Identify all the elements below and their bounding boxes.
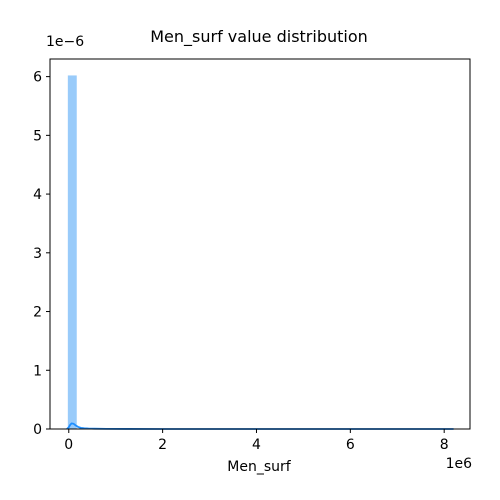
x-tick-label-4: 8	[440, 437, 449, 453]
x-axis-label: Men_surf	[227, 459, 291, 475]
y-tick-label-3: 3	[33, 246, 42, 262]
y-tick-label-2: 2	[33, 305, 42, 321]
y-tick-label-1: 1	[33, 363, 42, 379]
histogram-bar-0	[67, 75, 77, 429]
x-tick-label-3: 6	[346, 437, 355, 453]
x-tick-label-2: 4	[252, 437, 261, 453]
y-tick-label-4: 4	[33, 187, 42, 203]
x-tick-label-1: 2	[158, 437, 167, 453]
axes-frame	[49, 58, 471, 430]
y-tick-label-0: 0	[33, 422, 42, 438]
x-tick-label-0: 0	[64, 437, 73, 453]
x-offset-label: 1e6	[446, 456, 473, 472]
kde-line	[66, 422, 454, 430]
plot-area: 0 2 4 6 8 0 1 2 3 4 5 6	[33, 58, 471, 453]
y-tick-label-6: 6	[33, 70, 42, 86]
y-offset-label: 1e−6	[46, 34, 84, 50]
chart-title: Men_surf value distribution	[150, 27, 368, 47]
y-tick-label-5: 5	[33, 128, 42, 144]
